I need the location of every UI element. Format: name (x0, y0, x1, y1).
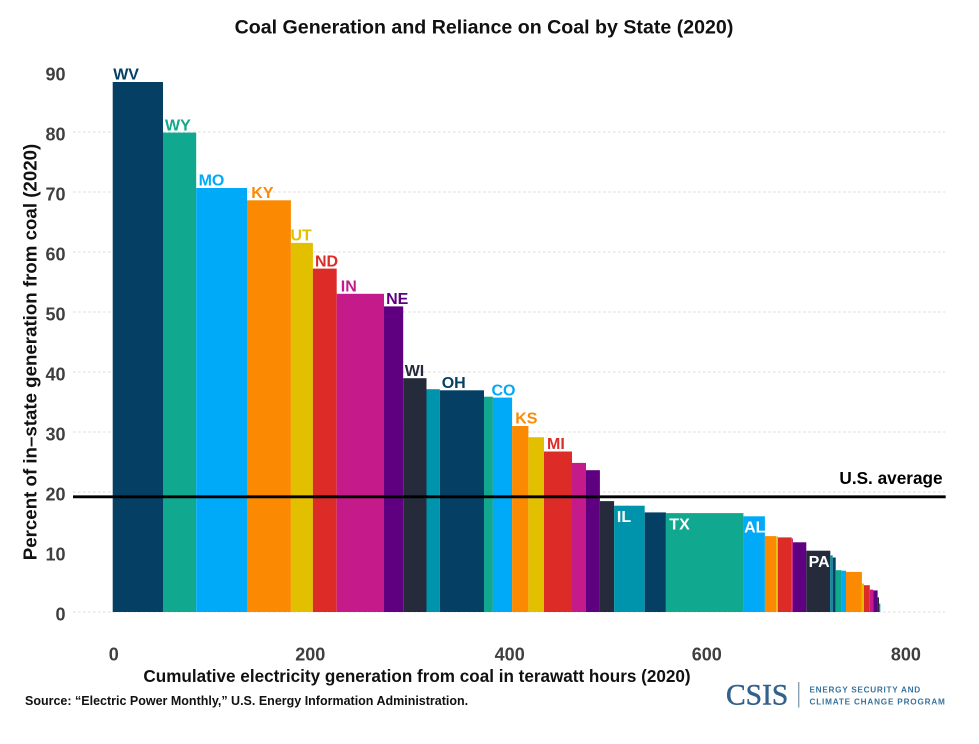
svg-text:WV: WV (113, 67, 139, 84)
svg-text:ND: ND (315, 253, 338, 270)
svg-text:NE: NE (386, 291, 409, 308)
svg-text:TX: TX (669, 516, 690, 533)
svg-text:KS: KS (515, 411, 538, 428)
svg-text:600: 600 (692, 645, 722, 665)
svg-text:70: 70 (45, 184, 65, 204)
svg-text:0: 0 (55, 604, 65, 624)
svg-text:80: 80 (45, 124, 65, 144)
svg-text:MO: MO (199, 173, 225, 190)
svg-text:CLIMATE CHANGE PROGRAM: CLIMATE CHANGE PROGRAM (810, 697, 946, 706)
svg-text:20: 20 (45, 484, 65, 504)
svg-text:KY: KY (251, 185, 274, 202)
svg-text:ENERGY SECURITY AND: ENERGY SECURITY AND (810, 686, 921, 695)
svg-text:Percent of in–state generation: Percent of in–state generation from coal… (20, 144, 41, 560)
svg-text:AL: AL (744, 520, 766, 537)
svg-text:30: 30 (45, 424, 65, 444)
svg-text:40: 40 (45, 364, 65, 384)
svg-text:Source: “Electric Power Monthl: Source: “Electric Power Monthly,” U.S. E… (25, 694, 468, 708)
svg-text:60: 60 (45, 244, 65, 264)
svg-text:OH: OH (442, 375, 466, 392)
svg-text:10: 10 (45, 544, 65, 564)
svg-text:WI: WI (405, 363, 425, 380)
svg-text:800: 800 (891, 645, 921, 665)
svg-text:Cumulative electricity generat: Cumulative electricity generation from c… (143, 667, 690, 686)
svg-text:MI: MI (547, 436, 565, 453)
svg-text:200: 200 (295, 645, 325, 665)
svg-text:WY: WY (165, 117, 191, 134)
svg-text:90: 90 (45, 64, 65, 84)
svg-text:IN: IN (341, 279, 357, 296)
svg-text:0: 0 (109, 645, 119, 665)
svg-text:400: 400 (495, 645, 525, 665)
svg-text:CO: CO (492, 382, 516, 399)
svg-text:IL: IL (617, 509, 631, 526)
svg-text:Coal Generation and Reliance o: Coal Generation and Reliance on Coal by … (235, 16, 734, 38)
svg-text:CSIS: CSIS (726, 680, 788, 712)
svg-text:UT: UT (291, 228, 313, 245)
svg-text:50: 50 (45, 304, 65, 324)
svg-text:U.S. average: U.S. average (839, 468, 942, 488)
svg-text:PA: PA (809, 554, 830, 571)
